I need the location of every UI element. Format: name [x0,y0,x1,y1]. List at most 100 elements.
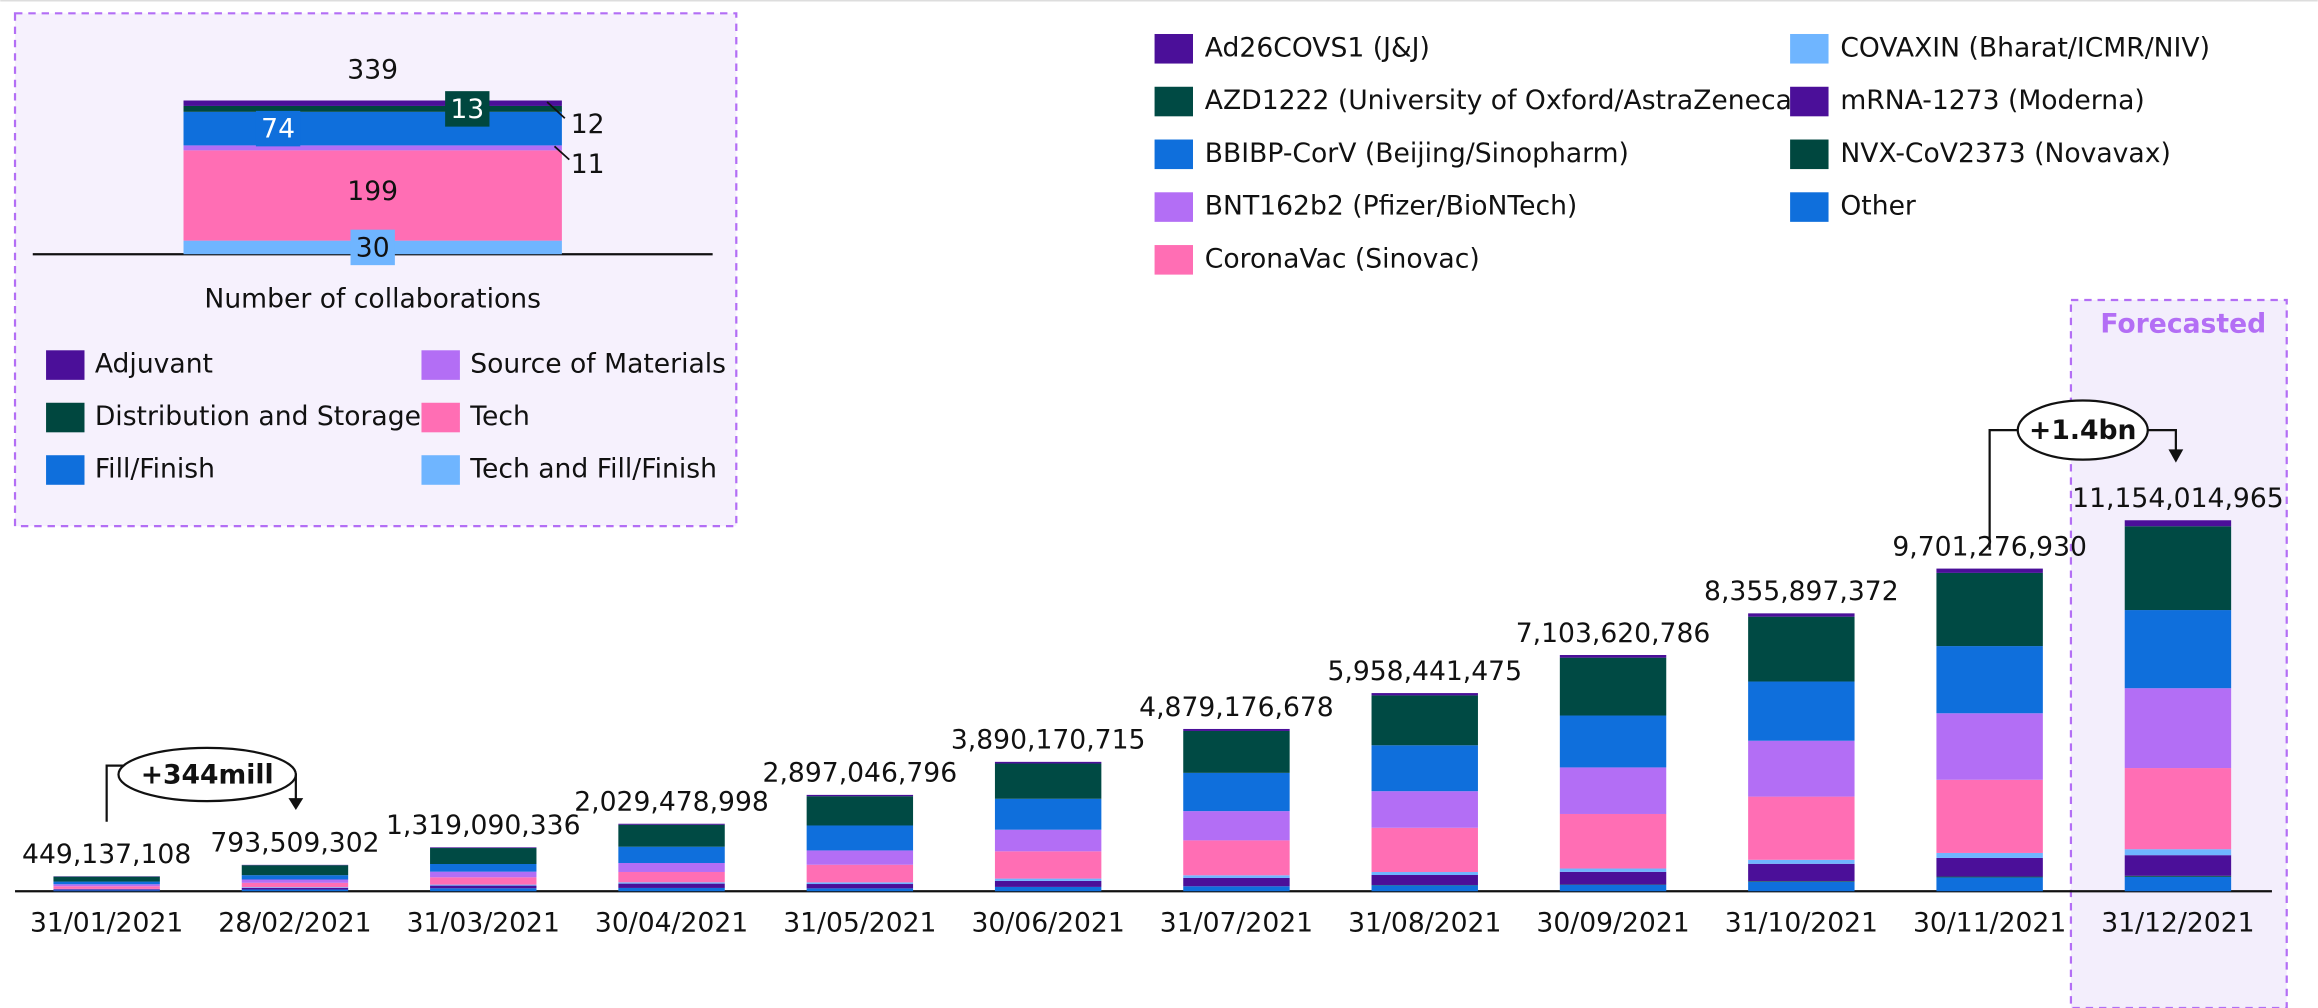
total-label: 5,958,441,475 [1327,656,1522,687]
total-label: 339 [347,54,398,85]
bar-segment [1936,646,2043,714]
bar-segment [241,879,349,883]
annotation-14: +1.4bn [1988,399,2184,550]
annotation-line [1988,428,2020,550]
bar-segment [1559,657,1667,716]
bar-segment [430,885,537,889]
total-label: 8,355,897,372 [1704,576,1899,607]
bar-segment [1559,767,1667,814]
total-label: 7,103,620,786 [1516,618,1711,649]
bar-segment [53,876,160,882]
inset-frame [13,12,738,528]
legend-label: COVAXIN (Bharat/ICMR/NIV) [1840,32,2210,63]
bar-segment [1936,876,2043,878]
x-tick-label: 28/02/2021 [218,907,371,938]
bar-segment [1371,791,1478,828]
bar-segment [994,763,1102,799]
bar-segment [1183,772,1290,812]
bar-segment [806,825,914,851]
bar-segment [430,877,537,885]
bar-segment [2124,526,2232,611]
bar-segment [2124,768,2232,850]
bar-segment [1559,654,1667,658]
legend-label: Distribution and Storage [95,401,421,432]
legend-swatch [1790,33,1829,64]
bar-segment [183,145,562,151]
bar-segment [430,888,537,892]
bar-segment [1371,875,1478,885]
bar-segment [994,880,1102,887]
arrow-head [2168,449,2184,463]
bar-segment [1936,572,2043,647]
annotation-344: +344mill [105,746,304,822]
annotation-line [105,764,125,822]
legend-swatch [46,402,85,433]
bar-segment [806,888,914,892]
bar-segment [618,846,725,864]
bar-segment [618,887,725,892]
bar-segment [1371,745,1478,792]
bar-segment [1748,796,1855,860]
bar-segment [183,105,562,112]
x-tick-label: 30/06/2021 [972,907,1125,938]
bar-segment [618,882,725,884]
bar-segment [806,794,914,797]
bar-segment [2124,688,2232,769]
legend-label: Ad26COVS1 (J&J) [1205,32,1430,63]
bar-segment [1371,872,1478,876]
legend-swatch [46,350,85,380]
bar-segment [1748,681,1855,741]
legend-swatch [1790,139,1829,170]
legend-swatch [1154,139,1193,170]
legend-label: NVX-CoV2373 (Novavax) [1840,138,2170,169]
bar-segment [806,884,914,889]
inset-x-label: Number of collaborations [204,284,541,315]
data-label: 74 [261,114,295,145]
bar-segment [241,889,349,892]
x-tick-label: 30/09/2021 [1536,907,1689,938]
bar-segment [183,111,562,146]
bar-segment [618,823,725,825]
label-box [445,91,490,127]
bar-segment [1748,881,1855,892]
bar-segment [1559,871,1667,885]
bar-segment [1183,811,1290,841]
leader-line [553,145,570,161]
bar-segment [1748,863,1855,882]
bar-segment [1936,852,2043,858]
legend-label: Other [1840,191,1916,222]
data-label: 12 [571,109,605,140]
bar-segment [1748,616,1855,682]
bar-segment [430,863,537,872]
bar-segment [806,850,914,865]
bar-segment [618,824,725,847]
legend-label: Fill/Finish [95,454,215,485]
arrow-head [288,798,304,810]
data-label: 13 [450,94,484,125]
bar-segment [994,886,1102,892]
x-tick-label: 31/05/2021 [783,907,936,938]
bar-segment [1183,877,1290,887]
x-tick-label: 31/01/2021 [30,907,183,938]
legend-label: Source of Materials [470,349,726,380]
bar-segment [1371,827,1478,873]
bar-segment [1559,715,1667,768]
legend-swatch [1790,86,1829,117]
bar-segment [618,883,725,888]
bar-segment [806,796,914,826]
bar-segment [1748,613,1855,617]
data-label: 11 [571,149,605,180]
bar-segment [241,882,349,888]
annotation-bubble [2016,399,2149,461]
bar-segment [1748,881,1855,882]
bar-segment [2124,610,2232,689]
bar-segment [430,848,537,864]
legend-swatch [1154,33,1193,64]
bar-segment [241,887,349,890]
total-label: 11,154,014,965 [2072,483,2283,514]
bar-segment [2124,876,2232,892]
legend-label: BBIBP-CorV (Beijing/Sinopharm) [1205,138,1629,169]
bar-segment [1748,859,1855,864]
legend-swatch [421,455,460,485]
